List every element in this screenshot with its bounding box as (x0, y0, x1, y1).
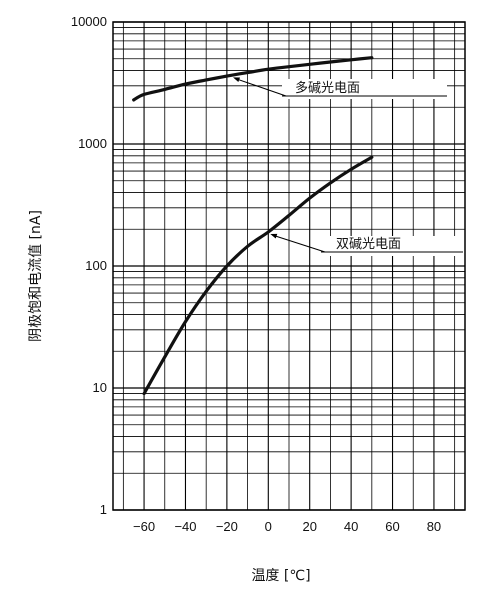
annotation-arrowhead (270, 233, 278, 239)
x-tick-label: 20 (302, 519, 316, 534)
y-axis-title: 阴极饱和电流值 [nA] (28, 210, 44, 342)
series-line (142, 155, 374, 396)
grid (113, 21, 465, 511)
annotation-box (282, 79, 447, 99)
series-line (132, 56, 374, 102)
x-tick-label: −40 (174, 519, 196, 534)
y-tick-label: 10000 (71, 14, 107, 29)
x-tick-label: 0 (265, 519, 272, 534)
annotation-leader (234, 77, 287, 97)
x-axis-title: 温度 [℃] (251, 568, 310, 584)
annotation-box (321, 236, 463, 256)
plot-frame (112, 21, 466, 511)
y-tick-label: 1 (100, 502, 107, 517)
x-tick-label: 40 (344, 519, 358, 534)
annotation-label: 双碱光电面 (336, 237, 401, 252)
annotation-label: 多碱光电面 (295, 80, 360, 96)
x-tick-label: −20 (216, 519, 238, 534)
y-tick-label: 100 (85, 258, 107, 273)
x-tick-label: 80 (427, 519, 441, 534)
series-layer (132, 56, 374, 396)
annotation-arrowhead (233, 77, 241, 82)
x-tick-label: 60 (385, 519, 399, 534)
y-tick-label: 1000 (78, 136, 107, 151)
annotation-leader (272, 234, 326, 253)
x-tick-label: −60 (133, 519, 155, 534)
y-tick-label: 10 (93, 380, 107, 395)
tick-labels: 1 10 100 1000 10000 −60 −40 −20 0 20 40 60 80 (71, 14, 441, 534)
